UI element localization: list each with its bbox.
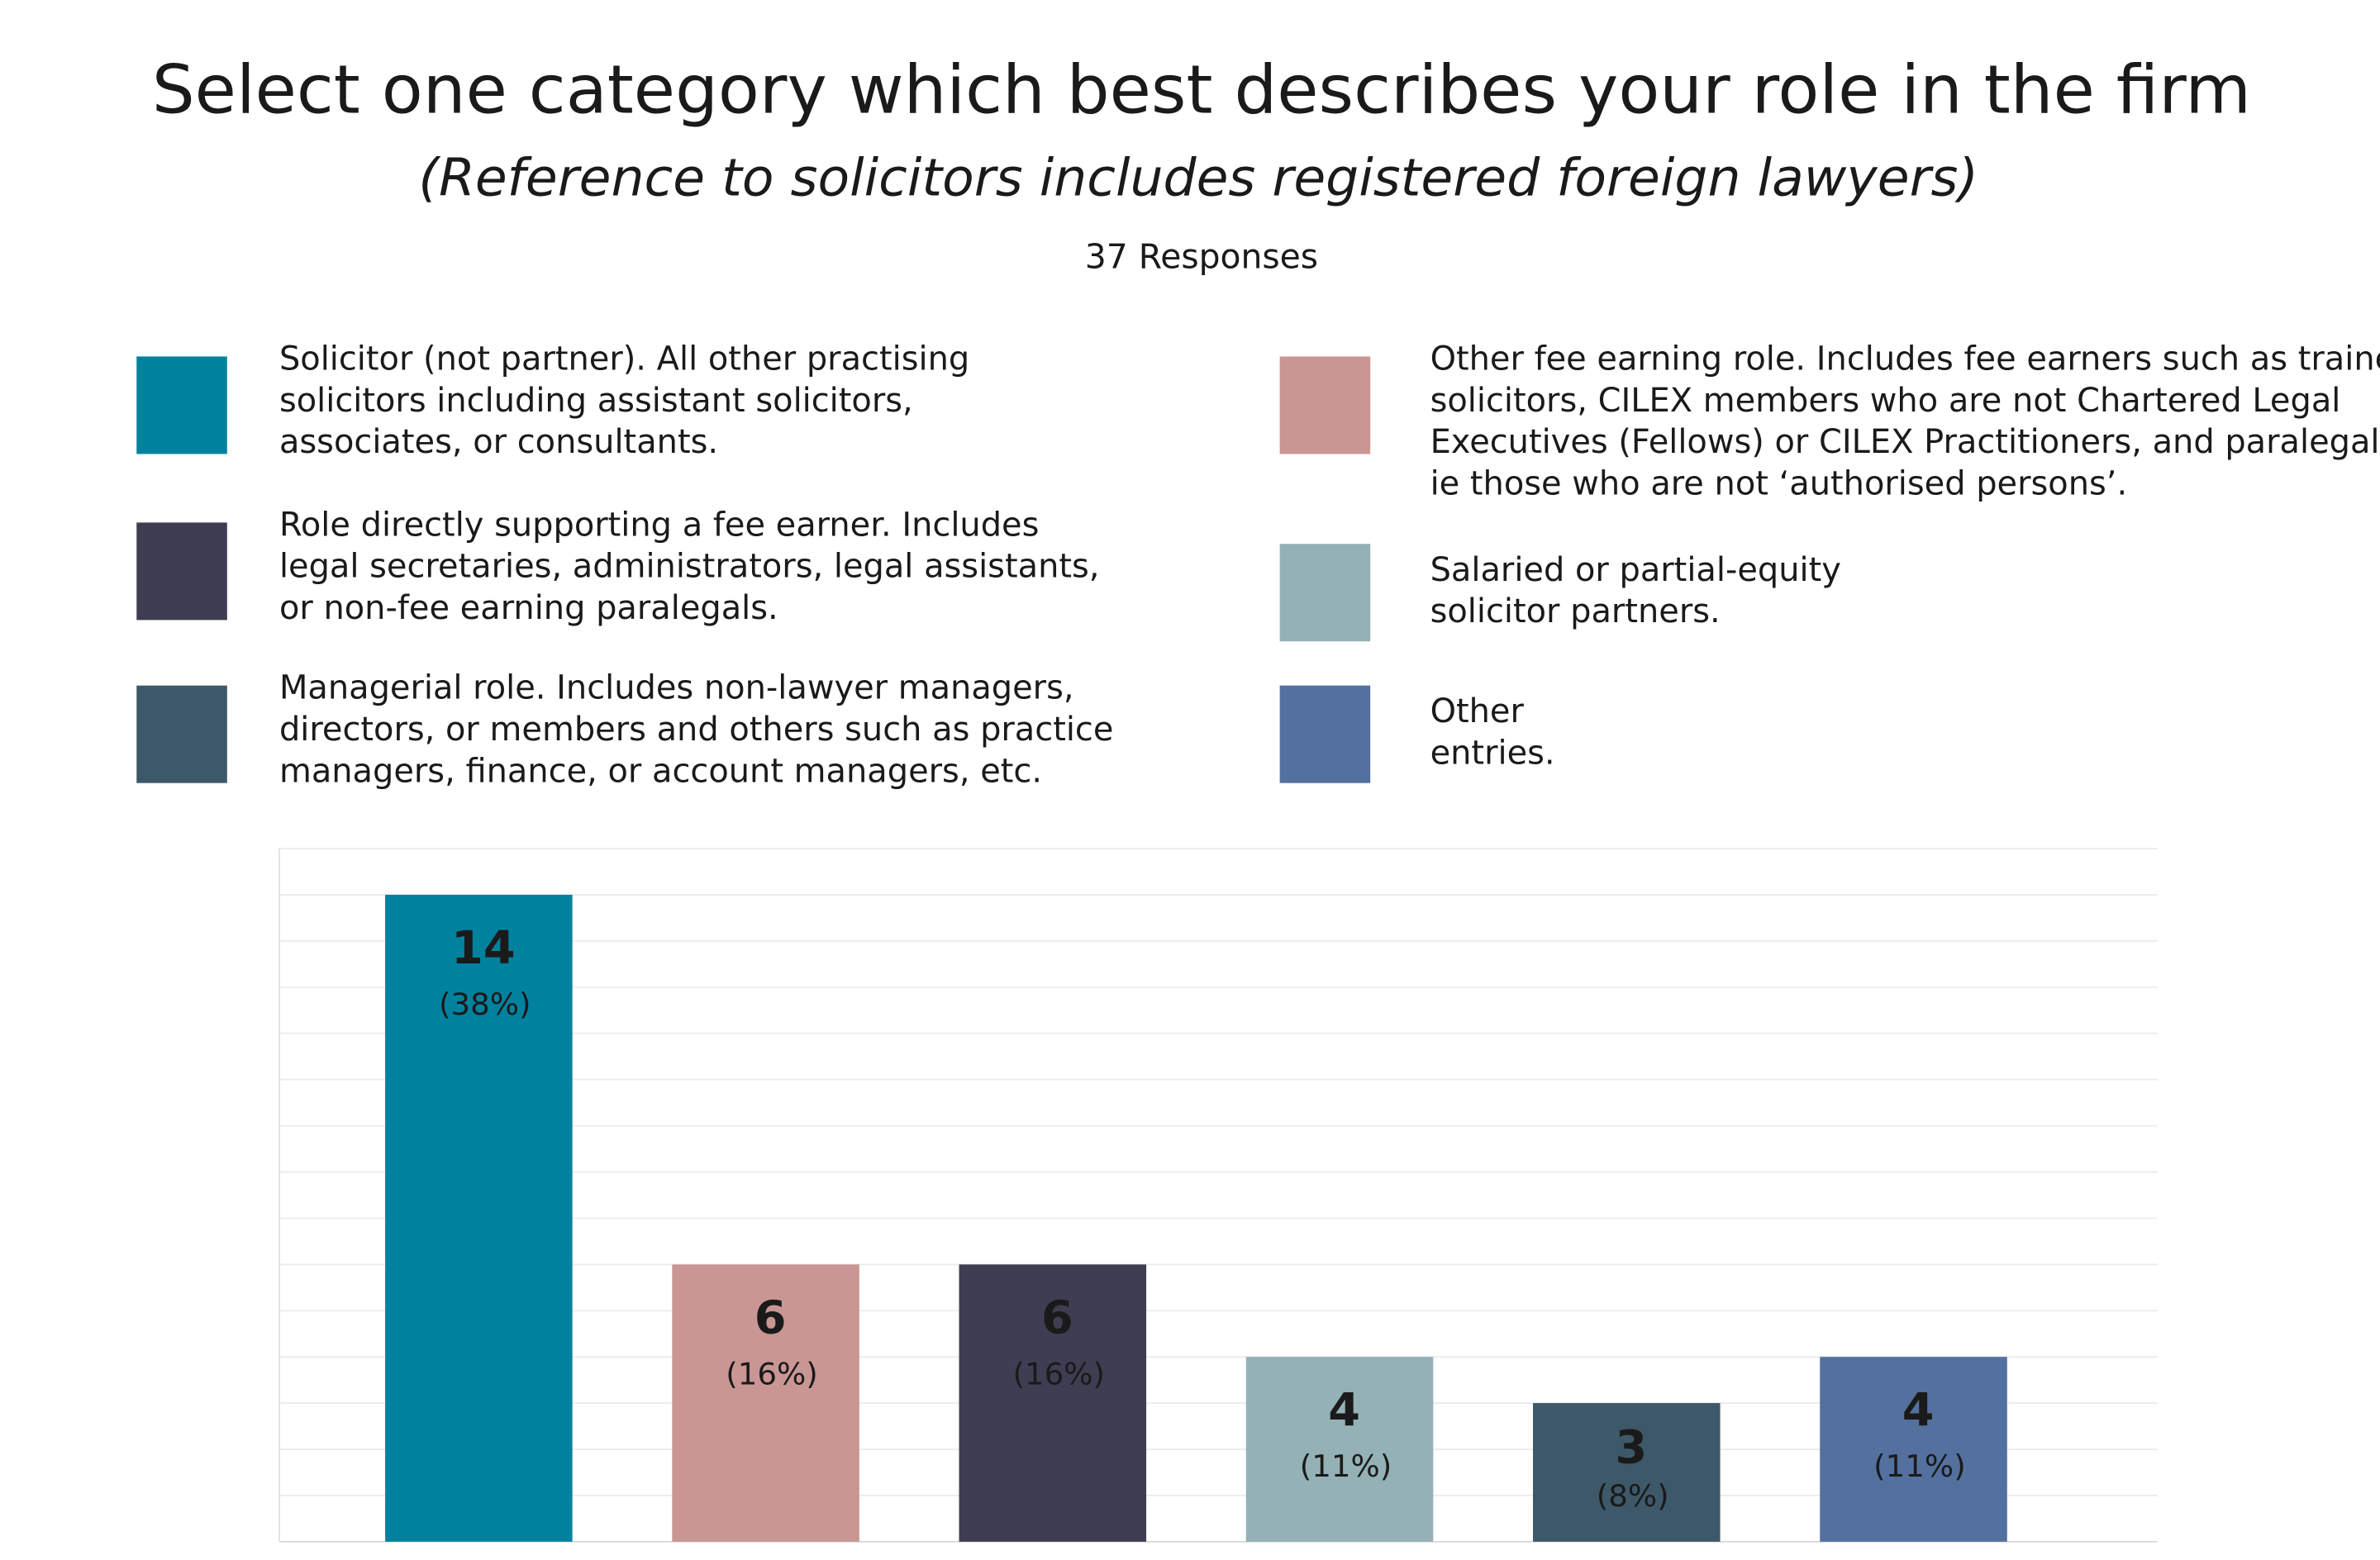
legend-item: Other entries. <box>1279 685 1555 783</box>
bar-percent-label: (16%) <box>726 1356 818 1391</box>
legend-label: Other <box>1430 692 1525 730</box>
legend-label: Role directly supporting a fee earner. I… <box>279 507 1039 545</box>
bar-percent-label: (11%) <box>1300 1448 1392 1484</box>
legend-label: Salaried or partial-equity <box>1430 551 1841 589</box>
legend-item: Managerial role. Includes non-lawyer man… <box>136 669 1113 790</box>
legend-label: solicitor partners. <box>1430 592 1721 630</box>
legend-swatch <box>136 522 227 621</box>
legend-label: Solicitor (not partner). All other pract… <box>279 340 969 378</box>
bar-percent-label: (16%) <box>1012 1356 1105 1391</box>
legend-label: or non-fee earning paralegals. <box>279 589 778 627</box>
bar-percent-label: (38%) <box>439 987 531 1022</box>
legend-label: associates, or consultants. <box>279 423 718 461</box>
legend: Solicitor (not partner). All other pract… <box>136 340 2380 790</box>
legend-item: Role directly supporting a fee earner. I… <box>136 507 1100 627</box>
legend-label: Managerial role. Includes non-lawyer man… <box>279 669 1074 707</box>
responses-count: 37 Responses <box>1085 237 1318 277</box>
bar <box>672 1264 859 1542</box>
legend-item: Other fee earning role. Includes fee ear… <box>1279 340 2380 503</box>
legend-label: managers, finance, or account managers, … <box>279 752 1042 790</box>
legend-label: ie those who are not ‘authorised persons… <box>1430 465 2128 503</box>
legend-swatch <box>136 685 227 783</box>
legend-label: entries. <box>1430 735 1555 773</box>
bar-percent-label: (8%) <box>1597 1478 1669 1514</box>
bar <box>1820 1357 2007 1542</box>
bar-percent-label: (11%) <box>1873 1448 1966 1484</box>
legend-label: Other fee earning role. Includes fee ear… <box>1430 340 2380 378</box>
legend-label: legal secretaries, administrators, legal… <box>279 548 1100 586</box>
legend-swatch <box>1279 544 1371 642</box>
bar <box>1533 1403 1721 1542</box>
legend-label: Executives (Fellows) or CILEX Practition… <box>1430 423 2380 461</box>
legend-label: solicitors including assistant solicitor… <box>279 382 913 420</box>
legend-swatch <box>1279 356 1371 454</box>
legend-label: directors, or members and others such as… <box>279 711 1113 749</box>
legend-swatch <box>136 356 227 454</box>
bar-value-label: 14 <box>451 921 516 975</box>
bar-value-label: 4 <box>1902 1384 1935 1438</box>
bar <box>959 1264 1147 1542</box>
legend-label: solicitors, CILEX members who are not Ch… <box>1430 382 2341 420</box>
bar-value-label: 6 <box>1041 1291 1073 1345</box>
plot-area: 14 (38%) 6 (16%) 6 (16%) 4 (11%) 3(8%) 4 (11%) <box>278 848 2158 1543</box>
chart-subtitle: (Reference to solicitors includes regist… <box>418 148 1978 208</box>
bar <box>1245 1357 1434 1542</box>
bar-value-label: 3 <box>1615 1421 1647 1475</box>
legend-item: Solicitor (not partner). All other pract… <box>136 340 969 461</box>
chart-title: Select one category which best describes… <box>152 51 2251 130</box>
bar-value-label: 6 <box>754 1291 787 1345</box>
legend-swatch <box>1279 685 1371 783</box>
bar-value-label: 4 <box>1328 1384 1360 1438</box>
bar <box>385 894 573 1542</box>
